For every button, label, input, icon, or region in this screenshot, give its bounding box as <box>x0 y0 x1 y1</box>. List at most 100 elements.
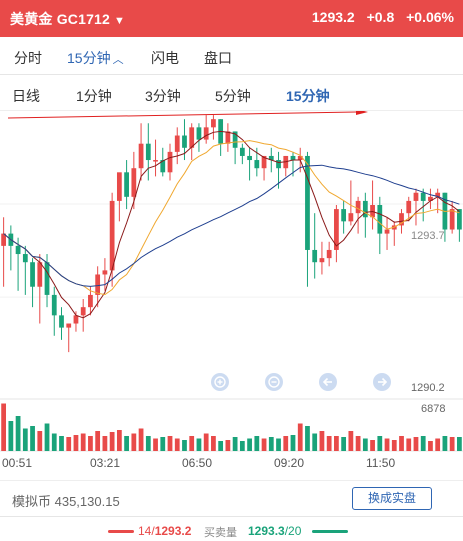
candle <box>420 192 426 201</box>
volume-max-label: 6878 <box>421 403 445 415</box>
ask-count: /20 <box>284 524 302 538</box>
volume-bar <box>247 438 252 451</box>
volume-bar <box>312 433 318 451</box>
candle <box>261 155 267 169</box>
candle <box>138 143 144 169</box>
volume-layer <box>1 403 462 451</box>
candle <box>334 209 339 250</box>
candle <box>203 127 209 140</box>
candle <box>362 200 368 218</box>
volume-bar <box>189 436 195 451</box>
candle <box>88 294 93 308</box>
candle <box>196 127 202 140</box>
tab-15min[interactable]: 15分钟 ︿ <box>67 48 124 68</box>
candle <box>312 249 318 263</box>
candle <box>276 160 281 169</box>
volume-bar <box>449 437 455 451</box>
candle <box>73 315 79 324</box>
candle <box>44 262 50 295</box>
period-3min[interactable]: 3分钟 <box>145 86 181 106</box>
candle <box>297 155 303 161</box>
candle <box>116 172 122 201</box>
candle <box>225 131 231 144</box>
candle <box>131 168 137 197</box>
candle <box>30 262 35 287</box>
view-tabs: 分时 15分钟 ︿ 闪电 盘口 <box>0 37 463 75</box>
tab-label: 盘口 <box>204 50 232 66</box>
volume-bar <box>355 436 361 451</box>
period-1min[interactable]: 1分钟 <box>76 86 112 106</box>
period-15min[interactable]: 15分钟 <box>286 86 330 106</box>
candle <box>174 135 180 152</box>
volume-bar <box>51 433 57 451</box>
quote-summary: 1293.2 +0.8 +0.06% <box>312 9 454 25</box>
candle <box>102 270 108 275</box>
bid-volume-bar <box>108 530 134 533</box>
volume-bar <box>131 433 137 451</box>
volume-bar <box>203 433 209 451</box>
tab-orderbook[interactable]: 盘口 <box>204 48 232 68</box>
candle <box>51 294 57 316</box>
volume-bar <box>406 438 412 451</box>
volume-bar <box>145 436 151 451</box>
simulated-balance: 模拟币 435,130.15 <box>12 494 120 509</box>
candle <box>182 135 187 148</box>
period-daily[interactable]: 日线 <box>12 86 40 106</box>
ma-line <box>3 140 460 296</box>
zoom-in-icon[interactable] <box>211 373 229 391</box>
tool-glyph <box>214 376 226 388</box>
volume-bar <box>66 437 72 451</box>
candles-layer <box>1 115 462 353</box>
arrow-left-icon[interactable] <box>319 373 337 391</box>
ask-price: 1293.3 <box>248 524 285 538</box>
candle <box>413 192 419 201</box>
tab-flash[interactable]: 闪电 <box>151 48 179 68</box>
volume-bar <box>1 403 7 451</box>
symbol-selector[interactable]: 美黄金 GC1712 ▼ <box>10 9 125 29</box>
ask-volume-bar <box>312 530 348 533</box>
candle <box>341 209 347 222</box>
symbol-name: 美黄金 GC1712 <box>10 11 111 27</box>
volume-bar <box>109 432 115 451</box>
candle <box>326 249 332 259</box>
candle <box>59 315 64 328</box>
volume-bar <box>37 431 43 451</box>
candle <box>37 262 43 287</box>
period-label: 日线 <box>12 88 40 104</box>
current-price-label: 1293.7 <box>411 230 445 242</box>
volume-bar <box>391 440 397 451</box>
arrow-head <box>356 111 368 115</box>
x-tick-label: 03:21 <box>90 456 120 470</box>
tab-timeshare[interactable]: 分时 <box>14 48 42 68</box>
volume-bar <box>167 436 173 451</box>
bid-count: 14/ <box>138 524 155 538</box>
volume-bar <box>30 426 35 451</box>
candle <box>254 160 260 169</box>
ask-info[interactable]: 1293.3/20 <box>248 524 301 538</box>
volume-bar <box>319 431 325 451</box>
switch-to-live-button[interactable]: 换成实盘 <box>352 487 432 510</box>
tab-label: 15分钟 <box>67 50 111 66</box>
candle <box>384 229 390 234</box>
candle <box>399 213 404 226</box>
period-label: 5分钟 <box>215 88 251 104</box>
volume-bar <box>138 428 144 451</box>
period-label: 3分钟 <box>145 88 181 104</box>
candle <box>153 160 158 162</box>
quote-header: 美黄金 GC1712 ▼ 1293.2 +0.8 +0.06% <box>0 0 463 37</box>
low-price-label: 1290.2 <box>411 382 445 394</box>
volume-bar <box>218 441 224 451</box>
candle <box>428 196 433 201</box>
volume-bar <box>442 436 448 451</box>
chevron-up-icon: ︿ <box>112 54 124 66</box>
candle <box>211 119 216 128</box>
zoom-out-icon[interactable] <box>265 373 283 391</box>
bid-info[interactable]: 14/1293.2 <box>138 524 191 538</box>
volume-bar <box>420 436 426 451</box>
candlestick-chart[interactable]: 1293.7 1290.2 6878 00:51 03:21 06:50 09:20 11:5… <box>0 111 463 480</box>
arrow-right-icon[interactable] <box>373 373 391 391</box>
period-5min[interactable]: 5分钟 <box>215 86 251 106</box>
volume-bar <box>370 440 375 451</box>
volume-bar <box>116 430 122 451</box>
trend-arrow <box>7 111 368 119</box>
